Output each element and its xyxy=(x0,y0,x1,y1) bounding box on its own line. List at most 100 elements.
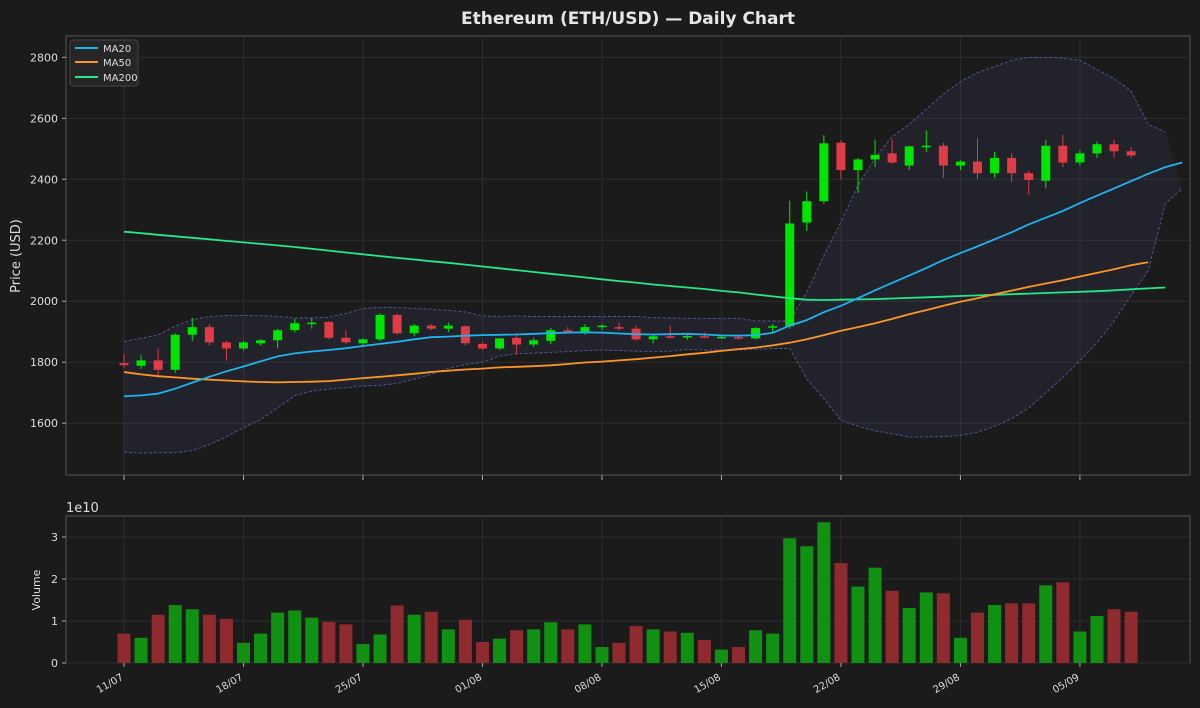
candle xyxy=(443,322,453,333)
candle-body xyxy=(153,360,163,370)
candle xyxy=(290,318,300,333)
volume-y-ticks: 0 1 2 3 xyxy=(51,531,66,670)
volume-bar xyxy=(339,624,353,663)
candle-body xyxy=(955,161,965,166)
volume-bar xyxy=(595,647,609,663)
candle-body xyxy=(307,322,317,325)
candle-body xyxy=(973,161,982,174)
x-tick-label: 01/08 xyxy=(454,672,484,696)
volume-bar xyxy=(988,605,1002,663)
candle-body xyxy=(870,154,880,160)
candle xyxy=(238,340,248,351)
candle xyxy=(904,145,914,171)
volume-bar xyxy=(714,649,728,663)
legend-label-ma20: MA20 xyxy=(103,44,131,55)
candle xyxy=(392,313,402,335)
volume-bar xyxy=(885,590,899,663)
volume-bar xyxy=(390,605,404,663)
candle-body xyxy=(512,337,522,345)
price-tick-label: 2600 xyxy=(30,112,58,125)
candle xyxy=(477,342,487,351)
volume-bar xyxy=(356,644,370,663)
volume-tick-label: 2 xyxy=(51,573,58,586)
volume-bar xyxy=(953,637,967,663)
candle xyxy=(990,151,1000,178)
candle xyxy=(136,355,146,369)
candle xyxy=(802,191,812,232)
candle-body xyxy=(1058,145,1068,163)
candle-body xyxy=(802,201,812,223)
candle xyxy=(307,317,317,329)
candle-body xyxy=(529,340,539,345)
candle xyxy=(1041,139,1051,189)
candle-body xyxy=(375,314,385,340)
candle xyxy=(426,324,436,331)
volume-bar xyxy=(305,617,319,663)
candle xyxy=(221,340,231,361)
candle-body xyxy=(990,157,1000,174)
volume-bars xyxy=(117,522,1138,663)
ma50-line xyxy=(123,261,1149,384)
candle xyxy=(1007,153,1017,183)
candle xyxy=(495,337,505,351)
legend-label-ma50: MA50 xyxy=(103,58,131,69)
volume-bar xyxy=(646,629,660,663)
candle-body xyxy=(238,342,248,349)
x-tick-label: 22/08 xyxy=(812,672,842,696)
candle-body xyxy=(1024,173,1034,180)
volume-bar xyxy=(493,638,507,663)
candle-body xyxy=(392,314,402,334)
candle-body xyxy=(580,327,590,332)
candle-body xyxy=(921,145,931,148)
volume-bar xyxy=(322,621,336,663)
volume-bar xyxy=(510,630,524,663)
candle xyxy=(375,313,385,341)
candle xyxy=(751,327,761,340)
candle-body xyxy=(699,336,709,338)
candle-body xyxy=(256,340,266,344)
candle xyxy=(682,334,692,340)
volume-bar xyxy=(971,612,984,663)
price-panel: 1600 1800 2000 2200 2400 2600 2800 xyxy=(30,35,1191,480)
volume-bar xyxy=(424,611,438,663)
legend: MA20 MA50 MA200 xyxy=(69,39,139,87)
volume-tick-label: 0 xyxy=(51,657,58,670)
volume-bar xyxy=(271,612,285,663)
candle-body xyxy=(477,343,487,349)
candle-body xyxy=(1109,144,1119,152)
volume-bar xyxy=(749,630,763,663)
candlesticks xyxy=(119,130,1136,377)
x-tick-label: 25/07 xyxy=(334,672,364,696)
x-tick-label: 15/08 xyxy=(692,672,722,696)
candle-body xyxy=(768,326,778,328)
volume-bar xyxy=(441,629,455,663)
candle xyxy=(1024,170,1034,195)
volume-bar xyxy=(475,642,489,663)
volume-bar xyxy=(783,538,797,663)
volume-bar xyxy=(1124,611,1138,663)
candle-body xyxy=(597,325,607,328)
candle xyxy=(512,333,522,355)
candle xyxy=(870,139,880,168)
candle xyxy=(1075,150,1085,166)
moving-average-lines xyxy=(123,161,1183,398)
price-y-ticks: 1600 1800 2000 2200 2400 2600 2800 xyxy=(30,51,66,430)
candle-body xyxy=(614,327,624,329)
volume-bar xyxy=(185,609,199,663)
volume-bar xyxy=(902,607,916,663)
candle-body xyxy=(136,360,146,366)
candle-body xyxy=(1007,157,1017,174)
candle xyxy=(1058,135,1068,168)
volume-bar xyxy=(578,624,592,663)
candle-body xyxy=(785,223,795,327)
volume-bar xyxy=(1090,615,1104,663)
candle xyxy=(955,160,965,171)
volume-bar xyxy=(732,647,746,663)
volume-bar xyxy=(151,614,165,663)
volume-bar xyxy=(373,634,387,663)
legend-label-ma200: MA200 xyxy=(103,73,138,84)
volume-axis-label: Volume xyxy=(30,569,43,610)
volume-bar xyxy=(868,567,882,663)
candle xyxy=(529,337,539,347)
